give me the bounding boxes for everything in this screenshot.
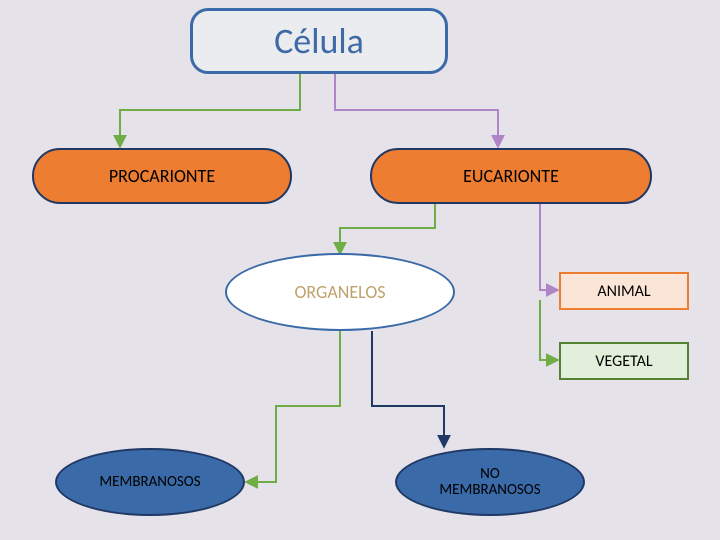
- node-procarionte-label: PROCARIONTE: [109, 165, 215, 187]
- node-no-membranosos-label: NO MEMBRANOSOS: [439, 466, 540, 499]
- node-animal: ANIMAL: [559, 272, 689, 310]
- node-eucarionte: EUCARIONTE: [370, 148, 652, 204]
- node-celula-label: Célula: [274, 19, 364, 63]
- node-vegetal: VEGETAL: [559, 342, 689, 380]
- node-no-membranosos: NO MEMBRANOSOS: [395, 448, 585, 516]
- node-animal-label: ANIMAL: [597, 282, 650, 301]
- node-organelos-label: ORGANELOS: [294, 281, 385, 303]
- node-membranosos: MEMBRANOSOS: [55, 448, 245, 516]
- node-vegetal-label: VEGETAL: [595, 352, 652, 371]
- node-celula: Célula: [190, 8, 448, 74]
- node-procarionte: PROCARIONTE: [32, 148, 292, 204]
- node-eucarionte-label: EUCARIONTE: [463, 165, 559, 187]
- node-membranosos-label: MEMBRANOSOS: [99, 474, 200, 491]
- node-organelos: ORGANELOS: [225, 253, 455, 331]
